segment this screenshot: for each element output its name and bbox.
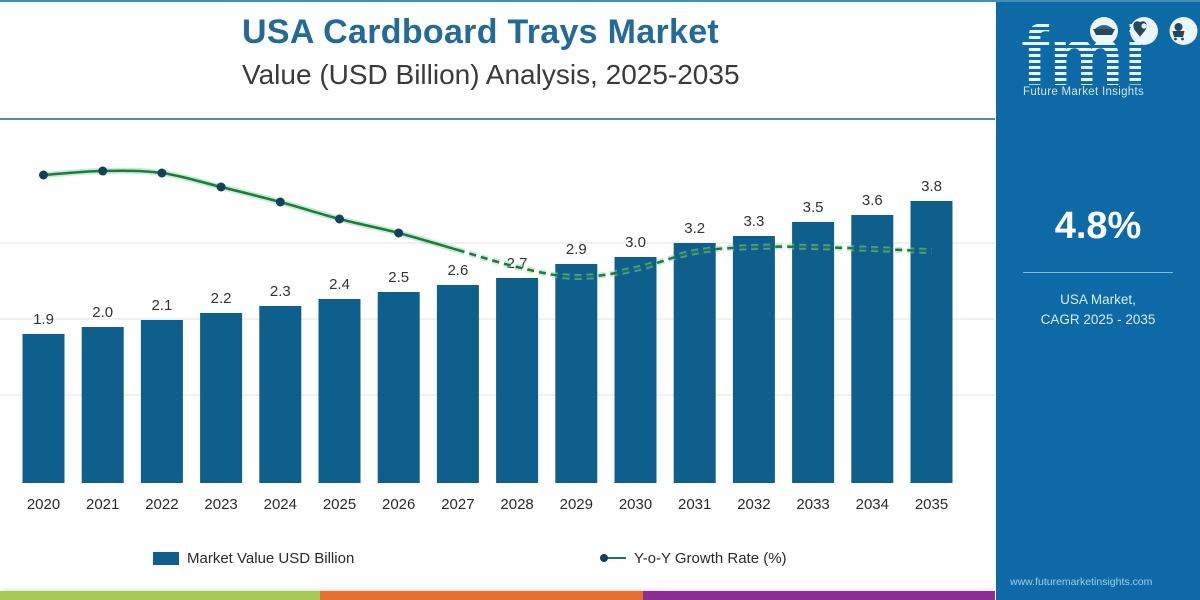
svg-text:2023: 2023 <box>204 496 237 513</box>
svg-text:2034: 2034 <box>856 496 889 513</box>
svg-text:2022: 2022 <box>145 496 178 513</box>
svg-text:3.6: 3.6 <box>862 192 883 209</box>
svg-text:2030: 2030 <box>619 496 652 513</box>
svg-text:2028: 2028 <box>500 496 533 513</box>
svg-text:2027: 2027 <box>441 496 474 513</box>
svg-text:2.1: 2.1 <box>151 297 172 314</box>
svg-text:3.8: 3.8 <box>921 178 942 195</box>
svg-text:2026: 2026 <box>382 496 415 513</box>
svg-text:2.9: 2.9 <box>566 241 587 258</box>
svg-text:2.0: 2.0 <box>92 304 113 321</box>
svg-text:2.5: 2.5 <box>388 269 409 286</box>
svg-text:1.9: 1.9 <box>33 311 54 328</box>
svg-text:2020: 2020 <box>27 496 60 513</box>
svg-text:2025: 2025 <box>323 496 356 513</box>
svg-text:2029: 2029 <box>560 496 593 513</box>
svg-text:3.2: 3.2 <box>684 220 705 237</box>
svg-text:2035: 2035 <box>915 496 948 513</box>
svg-text:2.3: 2.3 <box>270 283 291 300</box>
svg-text:2032: 2032 <box>737 496 770 513</box>
svg-text:3.5: 3.5 <box>803 199 824 216</box>
svg-text:2.4: 2.4 <box>329 276 350 293</box>
svg-text:2031: 2031 <box>678 496 711 513</box>
svg-text:2021: 2021 <box>86 496 119 513</box>
svg-text:2.2: 2.2 <box>211 290 232 307</box>
svg-text:2033: 2033 <box>796 496 829 513</box>
svg-text:3.0: 3.0 <box>625 234 646 251</box>
svg-text:3.3: 3.3 <box>743 213 764 230</box>
svg-text:2024: 2024 <box>264 496 297 513</box>
svg-text:2.6: 2.6 <box>447 262 468 279</box>
